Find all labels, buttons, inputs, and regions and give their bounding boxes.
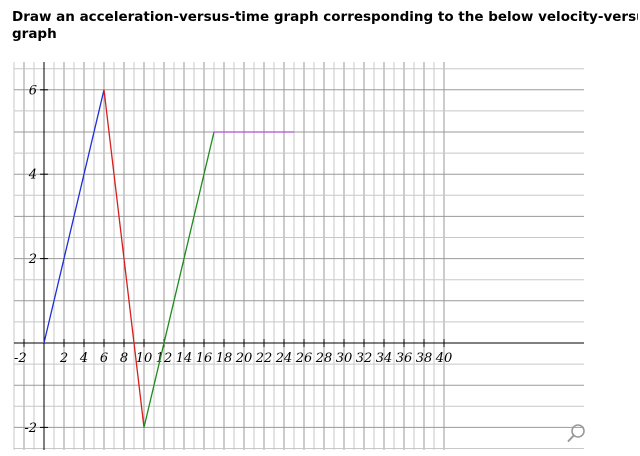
x-tick-label: 20 <box>235 351 253 366</box>
y-tick-label: 4 <box>28 168 37 183</box>
x-tick-label: 26 <box>295 351 313 366</box>
y-tick-label: 6 <box>29 83 37 98</box>
x-tick-label: 28 <box>315 351 333 366</box>
y-tick-label: -2 <box>24 421 37 436</box>
x-tick-label: 36 <box>396 351 413 366</box>
magnifier-icon[interactable] <box>566 422 588 444</box>
x-tick-label: -2 <box>14 351 27 366</box>
y-tick-label: 2 <box>28 252 37 267</box>
question-line-1: Draw an acceleration-versus-time graph c… <box>12 9 638 25</box>
question-text: Draw an acceleration-versus-time graph c… <box>12 9 638 43</box>
x-tick-label: 18 <box>216 351 233 366</box>
x-tick-label: 30 <box>336 351 353 366</box>
x-tick-label: 4 <box>79 351 88 366</box>
x-tick-label: 24 <box>275 351 293 366</box>
series-line-2 <box>103 89 145 428</box>
x-tick-label: 38 <box>416 351 433 366</box>
x-tick-label: 2 <box>59 351 68 366</box>
series-line-3 <box>143 131 215 428</box>
x-tick-label: 40 <box>435 351 453 366</box>
x-tick-label: 22 <box>255 351 273 366</box>
x-tick-label: 34 <box>376 351 393 366</box>
x-tick-label: 12 <box>156 351 173 366</box>
question-line-2: graph <box>12 26 57 42</box>
x-tick-label: 16 <box>196 351 213 366</box>
x-tick-label: 14 <box>176 351 193 366</box>
x-tick-label: 8 <box>120 351 128 366</box>
x-tick-label: 6 <box>100 351 108 366</box>
x-tick-label: 32 <box>356 351 373 366</box>
series-line-1 <box>43 89 105 344</box>
x-tick-label: 10 <box>136 351 153 366</box>
